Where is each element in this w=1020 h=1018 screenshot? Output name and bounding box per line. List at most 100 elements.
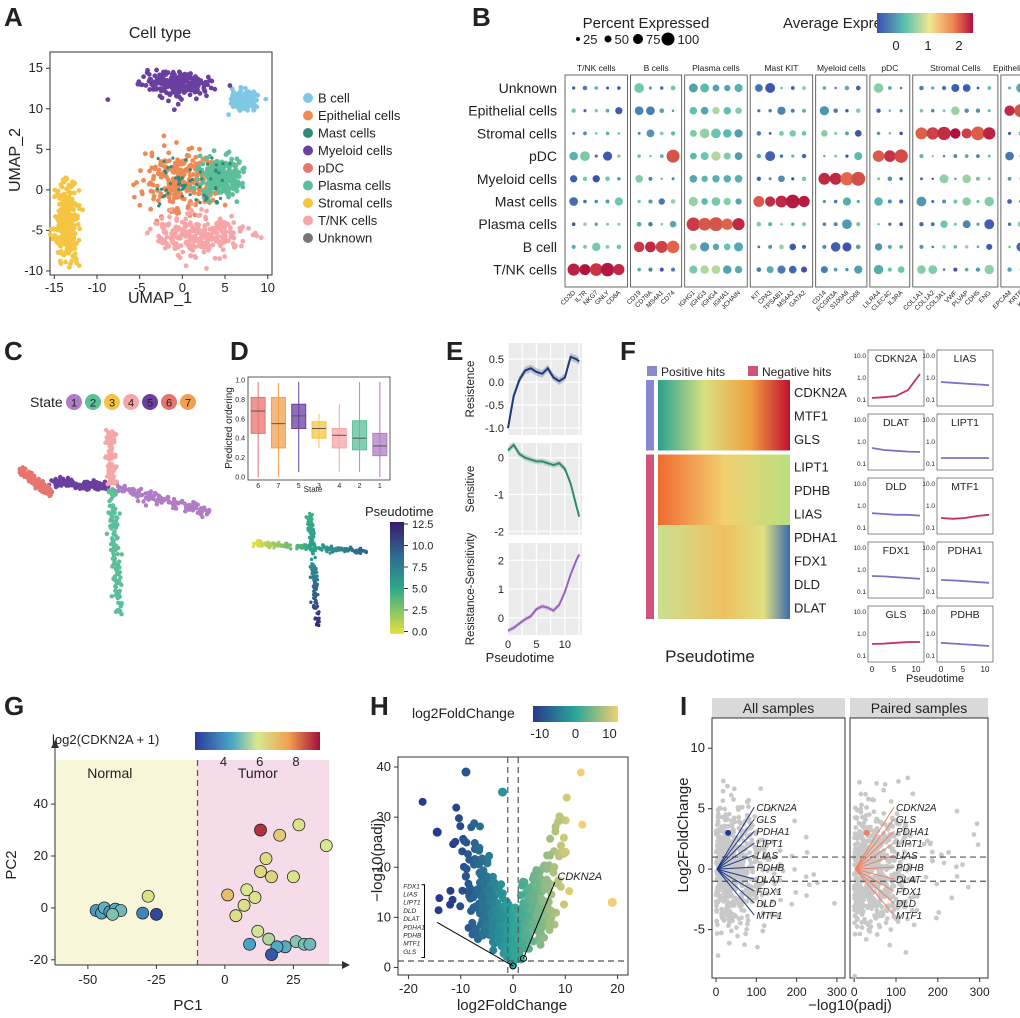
panel-a-legend-swatch: [303, 215, 313, 226]
panel-i-gene-point: [715, 953, 721, 958]
panel-b-dot: [583, 222, 587, 226]
panel-a-cell-point: [48, 226, 54, 232]
panel-c-cell-point: [139, 492, 145, 498]
panel-b-dot: [976, 154, 980, 159]
panel-a-cell-point: [183, 216, 189, 222]
panel-d-pseudotime-title: Pseudotime: [365, 504, 434, 519]
panel-b-dot: [964, 108, 969, 113]
panel-c-cell-point: [47, 493, 52, 499]
panel-b-dot: [648, 267, 653, 272]
panel-b-dot: [711, 128, 721, 139]
panel-b-dot: [670, 199, 676, 204]
panel-b-dot: [1008, 86, 1011, 90]
panel-b-dot: [775, 195, 788, 208]
panel-b-dot: [822, 244, 827, 249]
panel-a-umap: Cell type UMAP_1 UMAP_2 -15 -10 -5 0 5 101510…: [7, 25, 401, 307]
panel-a-cell-point: [173, 186, 179, 192]
panel-f-positive-bar: [646, 380, 654, 451]
panel-i-gene-label: GLS: [756, 815, 776, 826]
panel-d-traj-point: [350, 548, 354, 552]
panel-i-gene-point: [722, 894, 728, 900]
panel-b-dot: [876, 108, 881, 113]
panel-b-dot: [688, 196, 698, 207]
panel-a-cell-point: [205, 162, 210, 166]
panel-a-cell-point: [252, 230, 258, 236]
panel-a-cell-point: [161, 226, 167, 232]
panel-d-traj-point: [312, 580, 317, 585]
panel-i-gene-point: [728, 792, 734, 798]
panel-a-cell-point: [166, 191, 170, 195]
panel-a-cell-point: [148, 206, 154, 212]
panel-b-dot: [571, 108, 576, 113]
panel-h-gene-point: [493, 910, 502, 919]
panel-a-cell-point: [195, 182, 199, 187]
panel-d-traj-point: [309, 557, 314, 562]
panel-i-gene-point: [727, 823, 733, 828]
panel-i-gene-point: [734, 925, 739, 930]
panel-b-dot: [942, 154, 946, 158]
panel-b-dot: [605, 131, 610, 136]
panel-b-size-title: Percent Expressed: [583, 15, 710, 32]
panel-a-cell-point: [69, 213, 74, 218]
panel-i-gene-point: [718, 834, 724, 840]
panel-d-colorbar-label: 12.5: [412, 519, 433, 531]
panel-b-dot: [791, 177, 795, 181]
panel-d-traj-point: [326, 547, 331, 552]
panel-b-dot: [953, 199, 958, 204]
panel-h-gene-point: [531, 870, 540, 879]
panel-c-cell-point: [122, 483, 127, 489]
panel-a-cell-point: [141, 74, 146, 80]
panel-c-cell-point: [58, 481, 63, 486]
panel-a-cell-point: [182, 221, 188, 227]
panel-i-gene-point: [744, 926, 750, 932]
panel-h-cdkn2a-label: CDKN2A: [557, 871, 602, 883]
panel-b-dot: [976, 86, 980, 90]
panel-a-cell-point: [201, 249, 207, 255]
panel-a-cell-point: [210, 197, 216, 203]
panel-b-dot: [888, 109, 892, 112]
panel-b-dot: [571, 222, 576, 227]
panel-a-cell-point: [152, 73, 158, 79]
panel-b-group-frame: [1000, 74, 1020, 288]
panel-f-negative-swatch: [748, 366, 758, 376]
panel-b-dot: [671, 267, 676, 272]
panel-c-cell-point: [108, 541, 114, 547]
panel-g-colorbar-label: 6: [256, 754, 263, 769]
panel-g-sample-point: [248, 891, 262, 904]
panel-a-cell-point: [180, 249, 186, 255]
panel-b-size-label: 50: [615, 32, 629, 47]
panel-a-cell-point: [172, 72, 177, 78]
panel-i-gene-point: [720, 778, 726, 784]
panel-h-gene-point: [490, 878, 499, 887]
panel-a-cell-point: [203, 233, 209, 239]
panel-h-bracket-gene: GLS: [403, 949, 417, 956]
panel-d-box: [270, 396, 286, 449]
panel-a-cell-point: [55, 188, 61, 194]
panel-a-cell-point: [171, 156, 175, 160]
panel-h-gene-point: [562, 793, 571, 802]
panel-a-cell-point: [156, 156, 160, 161]
panel-a-cell-point: [197, 153, 203, 159]
panel-a-legend-label: pDC: [318, 161, 344, 176]
panel-h-gene-point: [448, 895, 457, 904]
panel-a-legend-label: Unknown: [318, 231, 372, 246]
panel-d-traj-point: [312, 543, 317, 547]
panel-a-cell-point: [193, 154, 199, 160]
panel-b-dot: [666, 149, 680, 163]
panel-a-cell-point: [240, 166, 246, 172]
panel-a-cell-point: [174, 194, 180, 200]
panel-f-sm-xtick: 10: [981, 665, 990, 674]
panel-h-colorbar-label: 0: [572, 726, 579, 741]
panel-i-ytick-label: 0: [698, 861, 705, 876]
panel-g-colorbar-label: 8: [292, 754, 299, 769]
panel-a-cell-point: [224, 150, 230, 156]
panel-f-heat-row: [658, 548, 790, 572]
panel-c-cell-point: [119, 602, 124, 608]
panel-a-cell-point: [234, 104, 240, 109]
panel-b-dot: [1007, 267, 1012, 272]
panel-a-cell-point: [66, 182, 72, 188]
panel-h-gene-point: [461, 767, 471, 777]
panel-a-cell-point: [208, 179, 214, 185]
panel-b-dot: [834, 131, 838, 135]
panel-d-xtick-label: 4: [337, 483, 341, 490]
